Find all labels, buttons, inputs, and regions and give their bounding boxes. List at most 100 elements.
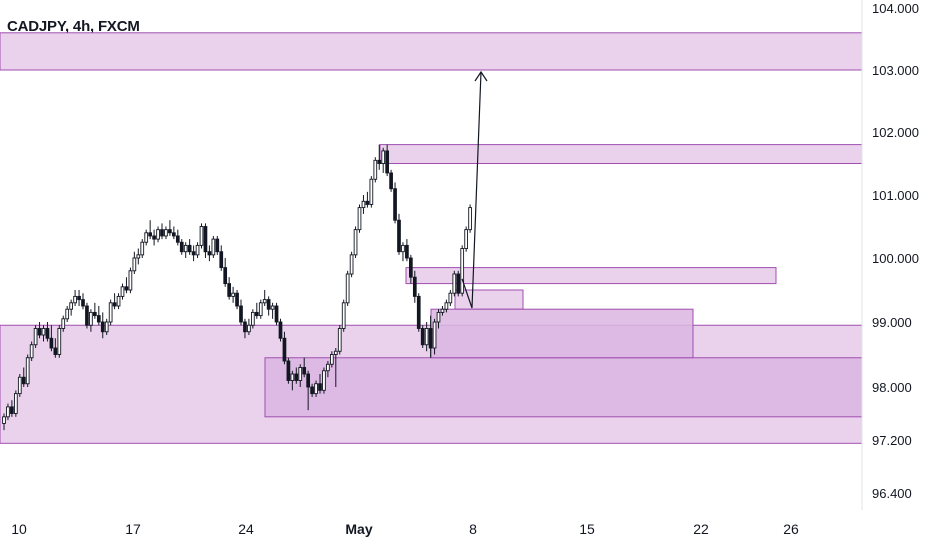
candle [73, 290, 77, 306]
candle [179, 239, 184, 255]
candle [373, 157, 378, 183]
candle [33, 325, 38, 348]
candle [258, 299, 263, 319]
candle [211, 235, 216, 258]
candle [409, 254, 413, 284]
candle [420, 325, 425, 348]
x-tick-label: 17 [125, 521, 141, 537]
candle [120, 283, 125, 300]
candle [298, 364, 303, 387]
projection-arrowhead [474, 70, 488, 82]
chart-title: CADJPY, 4h, FXCM [7, 18, 140, 35]
candle [286, 357, 291, 384]
candle [6, 403, 10, 421]
candle [199, 223, 204, 249]
candle [460, 245, 465, 297]
candle [187, 239, 192, 255]
candle [215, 235, 220, 255]
candle [365, 191, 370, 208]
y-tick-label: 98.000 [872, 380, 912, 395]
candle [377, 144, 382, 170]
candle [381, 147, 386, 173]
candle [160, 223, 164, 240]
candle [231, 286, 235, 303]
candle [349, 251, 354, 278]
candle [227, 277, 231, 300]
candle [17, 374, 22, 397]
candle [452, 270, 457, 297]
candle [353, 226, 358, 258]
candle [444, 299, 449, 313]
candle [116, 293, 121, 310]
candle [357, 204, 362, 233]
candle [389, 169, 393, 192]
candle [21, 367, 26, 387]
candle [369, 176, 374, 208]
candle [401, 242, 405, 262]
candle [247, 318, 251, 335]
projection-arrow-line [461, 71, 482, 309]
y-tick-label: 99.000 [872, 315, 912, 330]
candle [171, 226, 176, 240]
candle [405, 239, 409, 262]
candle [128, 267, 133, 294]
x-axis: 10 17 24 May 8 15 22 26 [11, 521, 799, 537]
candle [239, 299, 243, 326]
candle [250, 309, 255, 329]
reaction-zone[interactable] [430, 308, 694, 359]
candle [195, 242, 200, 258]
small-zone[interactable] [454, 289, 524, 310]
candle [156, 226, 160, 243]
candle [330, 351, 334, 368]
candle [136, 248, 141, 265]
y-tick-label: 97.200 [872, 433, 912, 448]
candle [65, 306, 70, 322]
candle [57, 325, 62, 358]
candle [13, 390, 18, 417]
candle [164, 226, 168, 240]
candle [322, 367, 326, 394]
candle [41, 325, 46, 342]
candle [416, 293, 421, 332]
candle [428, 315, 433, 358]
candle [37, 322, 42, 339]
projection-arrow-layer [461, 70, 488, 309]
candle [144, 229, 149, 246]
candle [175, 229, 180, 246]
flip-zone[interactable] [405, 267, 777, 285]
candle [468, 204, 472, 233]
candle [81, 293, 85, 310]
candle [262, 290, 267, 306]
candle [85, 302, 89, 329]
candle [266, 296, 271, 316]
candle [152, 229, 156, 246]
candle [456, 270, 461, 297]
demand-zone[interactable] [264, 357, 863, 418]
y-tick-label: 103.000 [872, 63, 919, 78]
candle [29, 341, 34, 361]
candle [278, 318, 283, 342]
candle [235, 290, 239, 310]
candle [10, 400, 14, 417]
candle [448, 290, 453, 306]
candle [282, 331, 287, 365]
candle [112, 293, 117, 310]
y-tick-label: 100.000 [872, 251, 919, 266]
candle [464, 226, 468, 252]
candle [361, 195, 366, 214]
candle [318, 374, 322, 394]
swing-high-zone[interactable] [379, 144, 863, 165]
candle [45, 322, 50, 342]
x-tick-label: 22 [693, 521, 709, 537]
candle [2, 413, 6, 431]
x-tick-label: May [345, 521, 372, 537]
candle [424, 322, 429, 352]
candle [274, 302, 279, 326]
candle [140, 239, 145, 258]
upper-resistance-zone[interactable] [0, 32, 863, 71]
x-tick-label: 15 [579, 521, 595, 537]
candle [306, 370, 310, 411]
y-tick-label: 101.000 [872, 188, 919, 203]
candle [393, 182, 397, 224]
